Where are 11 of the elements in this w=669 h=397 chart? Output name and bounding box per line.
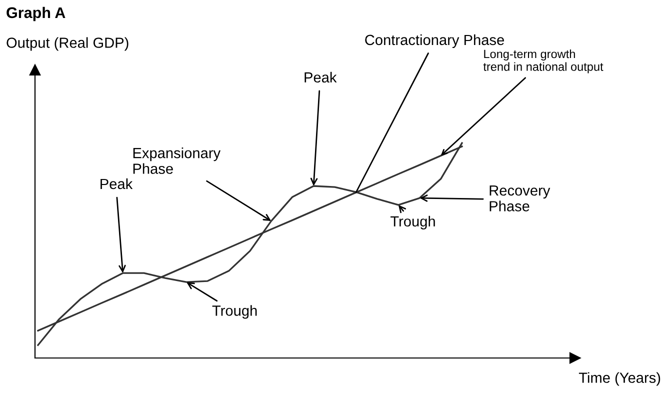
annotation: Peak — [100, 178, 133, 190]
annotation: Expansionary Phase — [133, 148, 221, 174]
text: Peak — [304, 72, 337, 83]
text: Contractionary Phase — [365, 34, 504, 48]
chart-title: Graph A — [6, 6, 66, 22]
text: Long-term growth trend in national output — [483, 50, 604, 74]
annotation: Trough — [390, 216, 435, 230]
annotation: Trough — [212, 305, 257, 319]
text: Recovery Phase — [490, 185, 550, 212]
text: Time (Years) — [578, 372, 660, 386]
text: Output (Real GDP) — [6, 37, 128, 51]
